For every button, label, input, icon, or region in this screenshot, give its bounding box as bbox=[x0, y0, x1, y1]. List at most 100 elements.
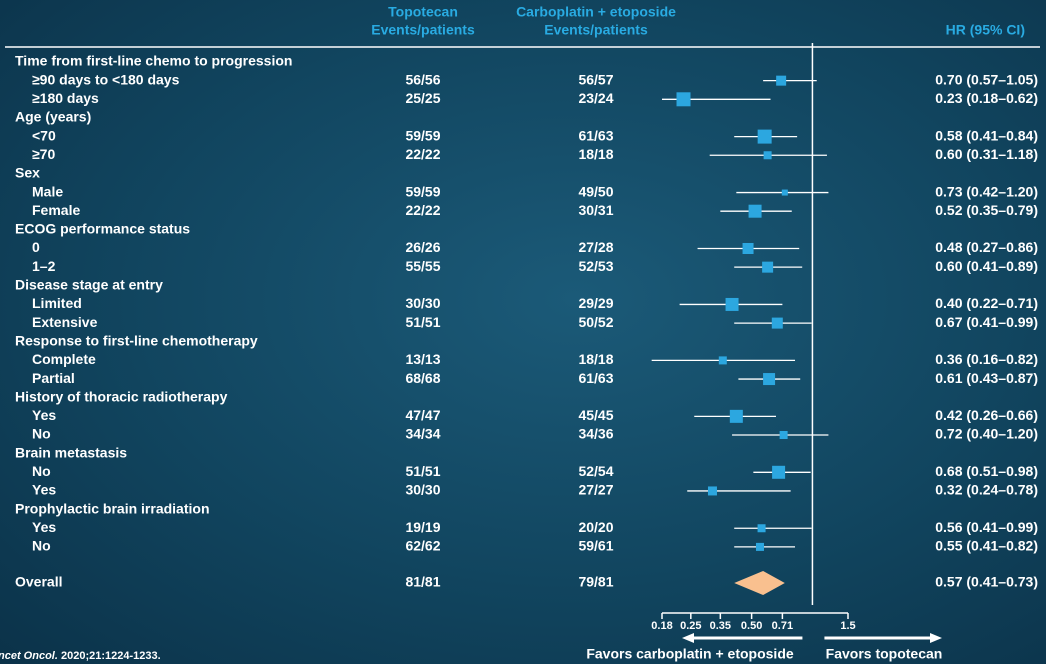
column-header: Topotecan bbox=[388, 4, 458, 20]
hr-ci: 0.67 (0.41–0.99) bbox=[935, 314, 1038, 330]
subgroup-label: Yes bbox=[32, 519, 56, 535]
x-tick-label: 0.18 bbox=[651, 620, 672, 632]
x-tick-label: 1.5 bbox=[840, 620, 855, 632]
topotecan-events: 51/51 bbox=[405, 314, 440, 330]
topotecan-events: 25/25 bbox=[405, 90, 440, 106]
favors-right: Favors topotecan bbox=[826, 646, 943, 662]
hr-ci: 0.70 (0.57–1.05) bbox=[935, 71, 1038, 87]
hr-ci: 0.40 (0.22–0.71) bbox=[935, 295, 1038, 311]
hr-marker bbox=[763, 151, 772, 160]
subgroup-label: <70 bbox=[32, 127, 56, 143]
carboplatin-events: 34/36 bbox=[578, 426, 613, 442]
subgroup-label: 1–2 bbox=[32, 258, 56, 274]
hr-ci: 0.60 (0.41–0.89) bbox=[935, 258, 1038, 274]
group-label: Response to first-line chemotherapy bbox=[15, 332, 258, 348]
carboplatin-events: 56/57 bbox=[578, 71, 613, 87]
topotecan-events: 62/62 bbox=[405, 538, 440, 554]
favors-right-arrowhead bbox=[930, 633, 942, 643]
group-label: Prophylactic brain irradiation bbox=[15, 500, 210, 516]
overall-diamond bbox=[734, 571, 785, 595]
x-tick-label: 0.35 bbox=[710, 620, 731, 632]
hr-marker bbox=[763, 373, 776, 386]
carboplatin-events: 18/18 bbox=[578, 146, 613, 162]
carboplatin-events: 61/63 bbox=[578, 370, 613, 386]
hr-marker bbox=[718, 356, 727, 365]
carboplatin-events: 52/54 bbox=[578, 463, 613, 479]
hr-ci: 0.52 (0.35–0.79) bbox=[935, 202, 1038, 218]
subgroup-label: Partial bbox=[32, 370, 75, 386]
topotecan-events: 13/13 bbox=[405, 351, 440, 367]
overall-label: Overall bbox=[15, 574, 62, 590]
subgroup-label: ≥70 bbox=[32, 146, 55, 162]
hr-marker bbox=[742, 243, 754, 254]
x-tick-label: 0.50 bbox=[741, 620, 762, 632]
hr-marker bbox=[781, 189, 788, 196]
x-tick-label: 0.71 bbox=[772, 620, 793, 632]
group-label: Time from first-line chemo to progressio… bbox=[15, 53, 292, 69]
carboplatin-events: 52/53 bbox=[578, 258, 613, 274]
hr-marker bbox=[755, 542, 764, 551]
hr-ci: 0.36 (0.16–0.82) bbox=[935, 351, 1038, 367]
topotecan-events: 51/51 bbox=[405, 463, 440, 479]
hr-ci: 0.60 (0.31–1.18) bbox=[935, 146, 1038, 162]
hr-marker bbox=[779, 431, 788, 439]
subgroup-label: ≥90 days to <180 days bbox=[32, 71, 180, 87]
group-label: ECOG performance status bbox=[15, 221, 190, 237]
topotecan-events: 30/30 bbox=[405, 482, 440, 498]
hr-marker bbox=[729, 409, 743, 423]
hr-ci: 0.55 (0.41–0.82) bbox=[935, 538, 1038, 554]
hr-marker bbox=[757, 524, 766, 533]
carboplatin-events: 23/24 bbox=[578, 90, 613, 106]
hr-ci: 0.58 (0.41–0.84) bbox=[935, 127, 1038, 143]
topotecan-events: 81/81 bbox=[405, 574, 440, 590]
x-tick-label: 0.25 bbox=[680, 620, 701, 632]
group-label: History of thoracic radiotherapy bbox=[15, 388, 228, 404]
hr-ci: 0.73 (0.42–1.20) bbox=[935, 183, 1038, 199]
hr-marker bbox=[757, 129, 772, 144]
source-citation: 2020;21:1224-1233. bbox=[61, 650, 161, 662]
column-header: HR (95% CI) bbox=[946, 22, 1025, 38]
favors-left: Favors carboplatin + etoposide bbox=[586, 646, 794, 662]
hr-marker bbox=[762, 261, 774, 273]
topotecan-events: 22/22 bbox=[405, 146, 440, 162]
topotecan-events: 59/59 bbox=[405, 183, 440, 199]
source: ncet Oncol. 2020;21:1224-1233. bbox=[0, 650, 161, 662]
column-subheader: Events/patients bbox=[371, 22, 475, 38]
carboplatin-events: 20/20 bbox=[578, 519, 613, 535]
subgroup-label: Female bbox=[32, 202, 80, 218]
hr-marker bbox=[707, 486, 717, 496]
hr-marker bbox=[772, 465, 786, 479]
subgroup-label: Yes bbox=[32, 407, 56, 423]
subgroup-label: 0 bbox=[32, 239, 40, 255]
subgroup-label: No bbox=[32, 463, 51, 479]
hr-marker bbox=[776, 75, 787, 86]
hr-ci: 0.56 (0.41–0.99) bbox=[935, 519, 1038, 535]
hr-marker bbox=[676, 92, 691, 107]
topotecan-events: 22/22 bbox=[405, 202, 440, 218]
topotecan-events: 55/55 bbox=[405, 258, 440, 274]
hr-marker bbox=[771, 317, 783, 329]
topotecan-events: 68/68 bbox=[405, 370, 440, 386]
hr-ci: 0.23 (0.18–0.62) bbox=[935, 90, 1038, 106]
hr-marker bbox=[725, 297, 739, 311]
carboplatin-events: 49/50 bbox=[578, 183, 613, 199]
topotecan-events: 47/47 bbox=[405, 407, 440, 423]
subgroup-label: No bbox=[32, 426, 51, 442]
column-header: Carboplatin + etoposide bbox=[516, 4, 676, 20]
carboplatin-events: 50/52 bbox=[578, 314, 613, 330]
subgroup-label: Extensive bbox=[32, 314, 98, 330]
topotecan-events: 56/56 bbox=[405, 71, 440, 87]
carboplatin-events: 27/27 bbox=[578, 482, 613, 498]
topotecan-events: 59/59 bbox=[405, 127, 440, 143]
topotecan-events: 26/26 bbox=[405, 239, 440, 255]
subgroup-label: Limited bbox=[32, 295, 82, 311]
carboplatin-events: 79/81 bbox=[578, 574, 613, 590]
carboplatin-events: 18/18 bbox=[578, 351, 613, 367]
hr-ci: 0.42 (0.26–0.66) bbox=[935, 407, 1038, 423]
carboplatin-events: 29/29 bbox=[578, 295, 613, 311]
subgroup-label: Complete bbox=[32, 351, 96, 367]
column-subheader: Events/patients bbox=[544, 22, 648, 38]
carboplatin-events: 45/45 bbox=[578, 407, 613, 423]
